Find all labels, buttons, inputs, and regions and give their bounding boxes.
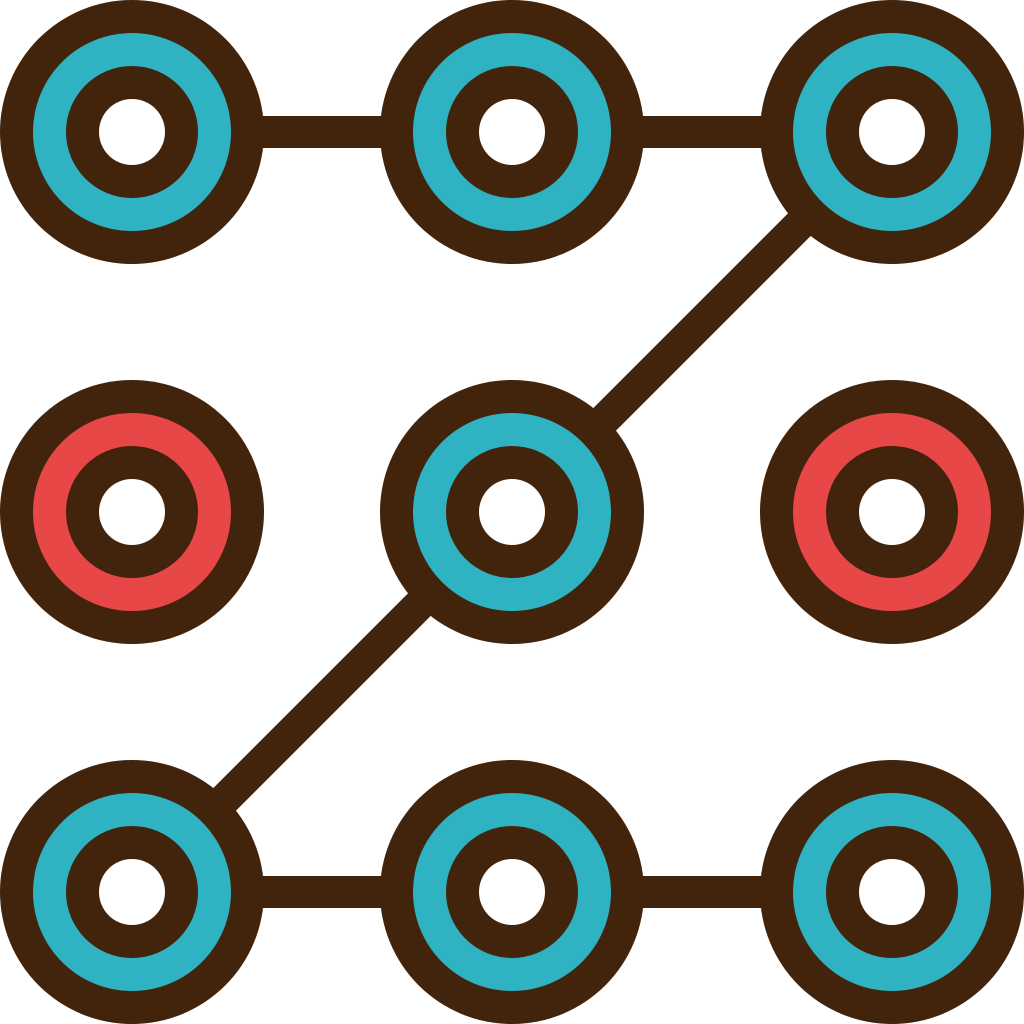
node-bottom-right-selected — [760, 760, 1024, 1024]
node-top-right-selected — [760, 0, 1024, 264]
node-middle-right-unselected — [760, 380, 1024, 644]
node-bottom-left-selected — [0, 760, 264, 1024]
node-middle-left-unselected — [0, 380, 264, 644]
node-top-center-selected — [380, 0, 644, 264]
node-top-left-selected — [0, 0, 264, 264]
node-middle-center-selected — [380, 380, 644, 644]
node-bottom-center-selected — [380, 760, 644, 1024]
